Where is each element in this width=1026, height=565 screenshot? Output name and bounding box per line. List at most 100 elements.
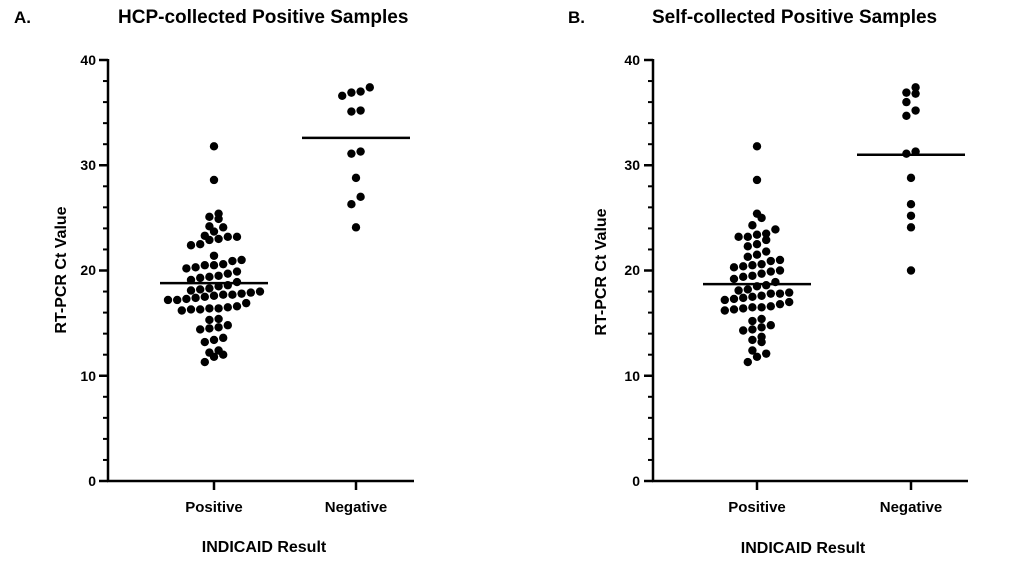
panel-b-y-tick-label: 40 (624, 52, 640, 68)
data-point (223, 303, 232, 312)
data-point (219, 290, 228, 299)
data-point (196, 285, 205, 294)
data-point (191, 293, 200, 303)
data-point (255, 287, 265, 296)
panel-a-x-axis-title: INDICAID Result (202, 539, 327, 556)
data-point (739, 262, 748, 271)
data-point (246, 288, 255, 297)
data-point (729, 274, 739, 284)
data-point (762, 229, 771, 238)
data-point (739, 326, 748, 335)
panel-b-y-tick-label: 0 (632, 473, 640, 489)
data-point (182, 264, 191, 273)
data-point (752, 209, 762, 218)
panel-b-x-category-label: Negative (880, 499, 943, 516)
data-point (766, 267, 775, 276)
data-point (752, 239, 762, 249)
data-point (748, 292, 757, 302)
data-point (219, 259, 228, 269)
data-point (205, 324, 214, 333)
data-point (196, 239, 205, 249)
data-point (775, 289, 785, 298)
data-point (219, 223, 228, 232)
data-point (743, 232, 752, 242)
data-point (752, 352, 762, 362)
data-point (205, 222, 214, 231)
panel-b-axes (644, 58, 968, 490)
data-point (743, 285, 752, 294)
data-point (734, 286, 743, 295)
data-point (214, 323, 223, 332)
data-point (200, 292, 209, 302)
data-point (214, 209, 223, 218)
data-point (205, 348, 214, 357)
data-point (752, 175, 762, 185)
data-point (237, 255, 246, 265)
data-point (209, 175, 219, 185)
panel-b-marks (703, 83, 965, 367)
data-point (762, 235, 771, 245)
data-point (242, 298, 251, 308)
data-point (205, 212, 214, 222)
data-point (720, 306, 729, 315)
data-point (775, 255, 785, 265)
panel-a-y-tick-label: 20 (80, 262, 96, 278)
data-point (338, 91, 347, 100)
panel-a-x-category-label: Positive (185, 499, 243, 516)
data-point (173, 295, 182, 305)
data-point (200, 357, 209, 367)
data-point (757, 269, 766, 278)
data-point (365, 83, 374, 92)
data-point (347, 107, 356, 116)
data-point (748, 335, 757, 345)
data-point (228, 256, 237, 266)
data-point (757, 303, 766, 312)
data-point (347, 199, 356, 209)
panel-b-x-axis-title: INDICAID Result (741, 540, 866, 557)
data-point (186, 241, 196, 250)
data-point (762, 247, 771, 256)
data-point (351, 223, 361, 232)
data-point (902, 88, 911, 97)
data-point (232, 232, 242, 242)
panel-a-letter: A. (14, 8, 31, 27)
data-point (757, 291, 766, 300)
data-point (223, 321, 232, 330)
data-point (729, 263, 739, 272)
data-point (906, 266, 916, 275)
data-point (748, 346, 757, 355)
data-point (766, 302, 775, 311)
data-point (209, 261, 219, 270)
data-point (739, 272, 748, 282)
data-point (906, 223, 916, 232)
panel-b-y-tick-label: 20 (624, 262, 640, 278)
data-point (902, 111, 911, 120)
data-point (232, 302, 242, 311)
data-point (186, 305, 196, 314)
data-point (214, 314, 223, 324)
data-point (902, 97, 911, 107)
data-point (356, 87, 365, 96)
data-point (757, 259, 766, 269)
data-point (766, 256, 775, 266)
data-point (911, 89, 920, 98)
data-point (214, 304, 223, 313)
panel-b: B. Self-collected Positive Samples RT-PC… (568, 7, 968, 557)
data-point (205, 272, 214, 282)
panel-a-title: HCP-collected Positive Samples (118, 7, 408, 28)
panel-a-axes (99, 58, 414, 490)
data-point (775, 299, 785, 309)
panel-a-y-axis-title: RT-PCR Ct Value (53, 206, 70, 333)
data-point (209, 335, 219, 345)
data-point (182, 294, 191, 304)
data-point (743, 252, 752, 262)
panel-a: A. HCP-collected Positive Samples RT-PCR… (14, 7, 414, 556)
panel-b-title: Self-collected Positive Samples (652, 7, 937, 28)
panel-b-letter: B. (568, 8, 585, 27)
data-point (906, 199, 916, 209)
data-point (757, 314, 766, 324)
panel-a-y-tick-label: 40 (80, 52, 96, 68)
panel-a-y-tick-label: 30 (80, 157, 96, 173)
data-point (228, 290, 237, 299)
